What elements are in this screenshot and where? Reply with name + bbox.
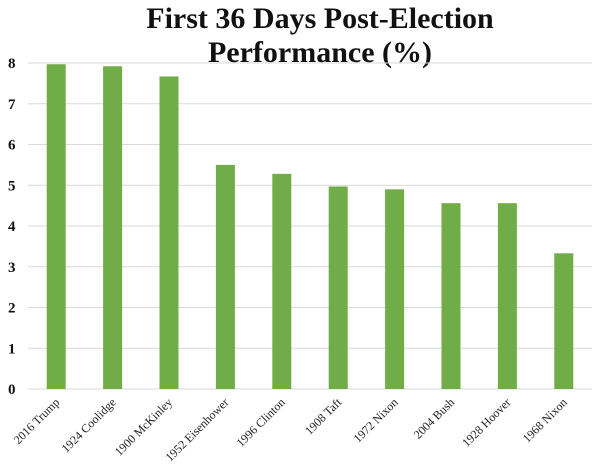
y-tick-label: 3 [8, 260, 16, 276]
x-tick-label: 1928 Hoover [459, 395, 513, 449]
y-tick-label: 5 [8, 178, 16, 194]
chart-title-line-1: First 36 Days Post-Election [146, 2, 494, 35]
x-tick-label: 1908 Taft [302, 395, 345, 438]
y-tick-label: 2 [8, 301, 16, 317]
x-tick-label: 1972 Nixon [351, 395, 401, 445]
y-tick-label: 8 [8, 56, 16, 72]
bar [272, 173, 292, 389]
y-tick-label: 1 [8, 341, 16, 357]
bar [46, 64, 66, 389]
y-tick-label: 4 [8, 219, 16, 235]
chart-title: First 36 Days Post-Election Performance … [30, 2, 600, 70]
y-tick-label: 0 [8, 382, 16, 398]
bar [159, 76, 179, 389]
y-tick-label: 7 [8, 97, 16, 113]
x-tick-label: 2004 Bush [411, 395, 457, 441]
bar [441, 203, 461, 389]
bar [554, 253, 574, 389]
bar [103, 66, 123, 389]
x-tick-label: 1996 Clinton [233, 395, 287, 449]
y-tick-label: 6 [8, 138, 16, 154]
x-tick-label: 1900 McKinley [112, 395, 175, 458]
bar [385, 189, 405, 389]
bar [328, 186, 348, 389]
bar [497, 203, 517, 389]
x-tick-label: 1968 Nixon [520, 395, 570, 445]
bar [215, 164, 235, 389]
x-tick-label: 1924 Coolidge [59, 395, 119, 455]
x-tick-label: 2016 Trump [11, 395, 63, 447]
